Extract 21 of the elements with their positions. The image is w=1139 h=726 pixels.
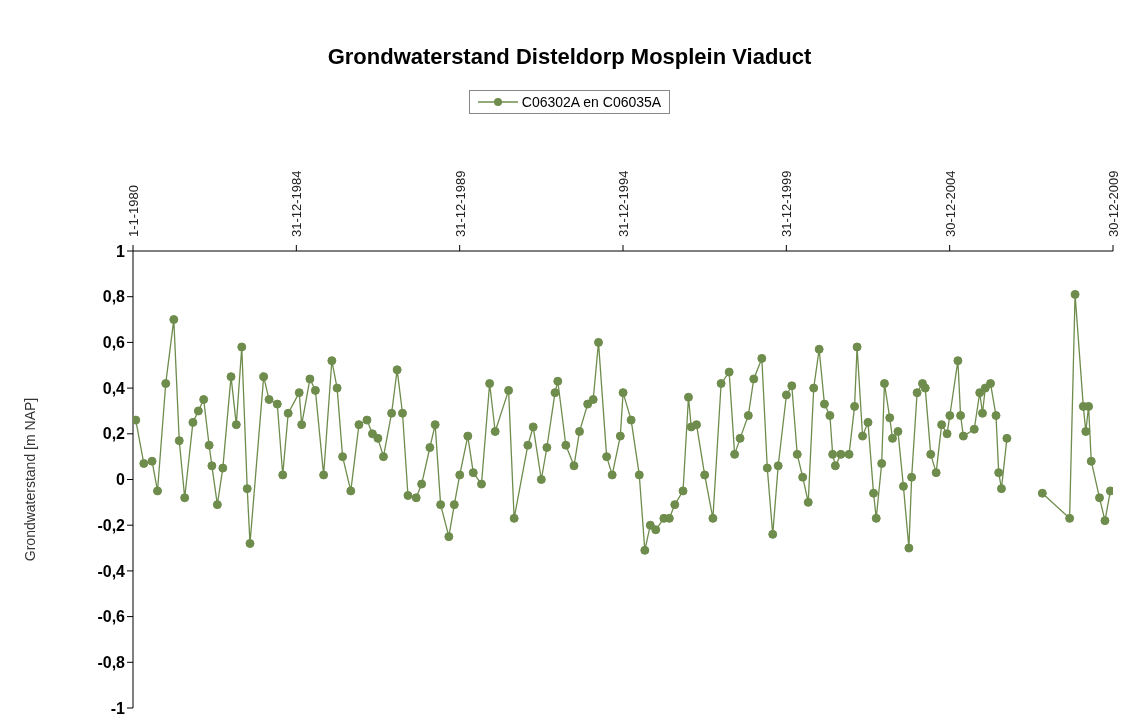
y-tick-label: -1 — [110, 699, 126, 717]
y-tick-label: -0,4 — [97, 562, 126, 580]
y-tick-label: 1 — [116, 242, 126, 260]
y-tick-label: 0 — [116, 471, 126, 489]
x-tick-label: 30-12-2009 — [1106, 170, 1121, 237]
y-tick-label: -0,8 — [97, 653, 126, 671]
chart-title: Grondwaterstand Disteldorp Mosplein Viaduct — [326, 44, 813, 70]
y-tick-label: 0,4 — [102, 379, 126, 397]
y-tick-label: 0,6 — [102, 334, 126, 352]
y-tick-label: 0,8 — [102, 288, 126, 306]
x-tick-label: 30-12-2004 — [942, 170, 958, 237]
legend-label: C06302A en C06035A — [521, 94, 662, 110]
y-tick-label: -0,6 — [97, 608, 126, 626]
x-tick-label: 31-12-1984 — [289, 170, 305, 237]
y-axis-title: Grondwaterstand [m NAP] — [21, 397, 38, 562]
x-tick-label: 31-12-1999 — [779, 170, 795, 237]
x-tick-label: 1-1-1980 — [126, 184, 141, 237]
y-tick-label: -0,2 — [97, 516, 126, 534]
x-tick-label: 31-12-1994 — [616, 170, 631, 237]
y-tick-label: 0,2 — [102, 425, 126, 443]
x-tick-label: 31-12-1989 — [452, 170, 468, 237]
